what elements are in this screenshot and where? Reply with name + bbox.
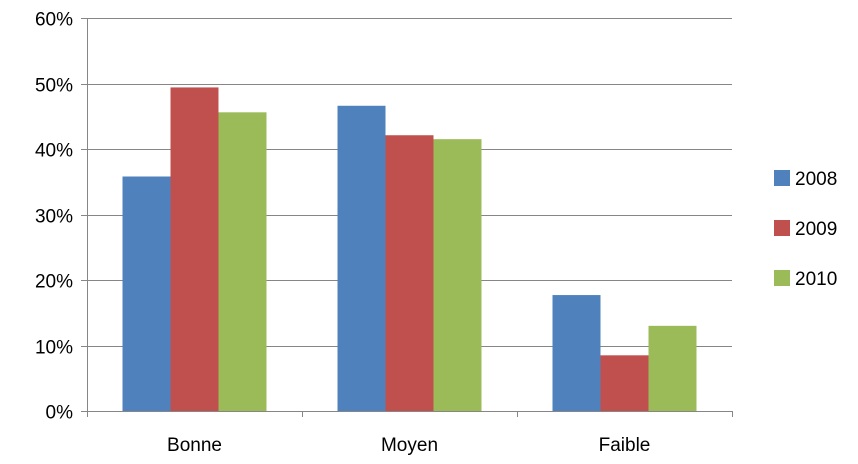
- bar-2008-moyen: [337, 105, 386, 412]
- y-axis-tick-label: 50%: [35, 76, 73, 97]
- y-axis-tick-label: 40%: [35, 141, 73, 162]
- x-axis-tick-label: Bonne: [167, 435, 222, 456]
- bar-2009-moyen: [385, 135, 434, 411]
- legend-label-2008: 2008: [795, 169, 837, 190]
- bar-2009-faible: [600, 355, 649, 411]
- x-axis-tick-label: Moyen: [381, 435, 438, 456]
- axes: [81, 18, 733, 417]
- y-axis-tick-label: 30%: [35, 207, 73, 228]
- bar-2008-faible: [552, 295, 601, 411]
- y-axis-tick-label: 60%: [35, 10, 73, 31]
- legend-swatch-2010: [774, 270, 790, 286]
- x-axis-tick-label: Faible: [599, 435, 651, 456]
- legend-swatch-2009: [774, 220, 790, 236]
- bar-2010-moyen: [433, 139, 482, 412]
- legend-label-2009: 2009: [795, 219, 837, 240]
- legend-label-2010: 2010: [795, 269, 837, 290]
- y-axis-tick-label: 10%: [35, 338, 73, 359]
- legend-swatch-2008: [774, 170, 790, 186]
- bar-2008-bonne: [122, 176, 171, 411]
- bar-2009-bonne: [170, 87, 219, 412]
- x-axis-tick-labels: Bonne Moyen Faible: [167, 435, 650, 456]
- legend: 2008 2009 2010: [774, 169, 837, 290]
- bar-2010-faible: [648, 325, 697, 411]
- bars: [122, 87, 697, 412]
- y-axis-tick-labels: 0% 10% 20% 30% 40% 50% 60%: [35, 10, 73, 424]
- y-axis-tick-label: 20%: [35, 272, 73, 293]
- bar-2010-bonne: [218, 112, 267, 411]
- y-axis-tick-label: 0%: [46, 403, 74, 424]
